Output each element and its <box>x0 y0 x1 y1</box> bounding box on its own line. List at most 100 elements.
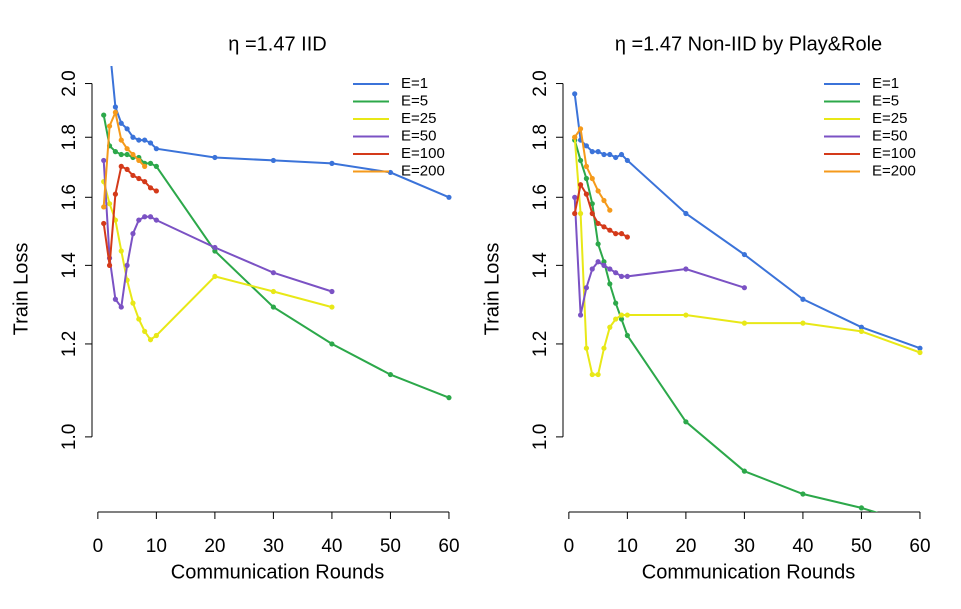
y-tick-label: 1.0 <box>530 424 551 450</box>
y-tick-label: 1.6 <box>530 184 551 210</box>
data-point <box>741 251 748 258</box>
data-point <box>329 160 335 166</box>
data-point <box>147 185 154 191</box>
data-point <box>624 157 630 164</box>
data-point <box>142 328 148 334</box>
data-point <box>147 337 154 343</box>
data-point <box>577 126 584 132</box>
y-axis-label: Train Loss <box>481 243 503 336</box>
y-tick-label: 1.8 <box>59 124 80 150</box>
data-point <box>124 151 130 158</box>
data-point <box>124 126 130 132</box>
data-point <box>577 312 584 318</box>
data-point <box>112 296 119 302</box>
data-point <box>618 231 625 237</box>
data-point <box>130 300 136 306</box>
y-tick-label: 1.4 <box>530 252 551 279</box>
data-point <box>618 312 625 318</box>
data-point <box>917 349 923 356</box>
y-axis-label: Train Loss <box>10 243 32 336</box>
x-tick-label: 40 <box>792 536 813 557</box>
data-point <box>130 172 136 179</box>
data-point <box>917 523 922 528</box>
legend-label: E=25 <box>401 110 436 127</box>
data-point <box>800 320 806 326</box>
data-point <box>130 134 136 140</box>
panel: η =1.47 Non-IID by Play&Role Communicatio… <box>481 33 930 583</box>
data-point <box>106 201 113 207</box>
data-point <box>212 273 218 280</box>
data-point <box>683 266 689 272</box>
data-point <box>683 419 689 425</box>
series-line <box>573 93 921 350</box>
data-point <box>446 194 452 200</box>
data-point <box>136 217 142 223</box>
data-point <box>153 163 159 169</box>
legend-label: E=5 <box>872 92 899 109</box>
data-point <box>270 288 277 295</box>
legend-label: E=1 <box>872 75 899 92</box>
data-point <box>595 220 601 227</box>
x-tick-label: 20 <box>204 536 225 557</box>
data-point <box>595 259 601 265</box>
data-point <box>858 324 865 330</box>
x-tick-label: 10 <box>617 536 638 557</box>
data-point <box>270 304 277 310</box>
data-point <box>683 312 689 318</box>
chart-title: η =1.47 Non-IID by Play&Role <box>615 33 882 55</box>
data-point <box>136 157 142 164</box>
y-tick-label: 1.0 <box>59 424 80 450</box>
data-point <box>112 191 119 197</box>
x-tick-label: 0 <box>564 536 575 557</box>
data-point <box>107 44 112 49</box>
x-axis-label: Communication Rounds <box>171 561 384 583</box>
series-line <box>102 160 333 310</box>
data-point <box>583 143 590 149</box>
data-point <box>118 304 124 310</box>
y-tick-label: 1.2 <box>59 331 80 357</box>
data-point <box>613 300 619 306</box>
data-point <box>101 220 107 227</box>
data-point <box>589 210 595 217</box>
data-point <box>446 395 452 401</box>
data-point <box>101 112 107 118</box>
data-point <box>624 273 630 280</box>
data-point <box>607 281 613 287</box>
y-tick-label: 1.8 <box>530 124 551 150</box>
x-tick-label: 50 <box>851 536 872 557</box>
data-point <box>618 273 625 280</box>
data-point <box>329 341 335 347</box>
panel: η =1.47 IID Communication Rounds Train Los… <box>10 33 459 583</box>
data-point <box>589 371 595 378</box>
data-point <box>607 324 613 330</box>
data-point <box>572 91 578 97</box>
data-point <box>741 320 748 326</box>
data-point <box>153 332 159 339</box>
data-point <box>683 210 689 217</box>
series-line <box>573 182 628 238</box>
legend-label: E=100 <box>401 145 445 162</box>
data-point <box>212 244 218 251</box>
data-point <box>153 188 159 194</box>
data-point <box>147 214 154 220</box>
data-point <box>147 140 154 146</box>
data-point <box>595 149 601 155</box>
data-point <box>212 154 218 161</box>
data-point <box>118 120 124 126</box>
data-point <box>572 134 578 140</box>
data-point <box>124 146 130 152</box>
data-point <box>618 316 625 322</box>
data-point <box>624 312 630 318</box>
data-point <box>583 345 590 351</box>
data-point <box>583 285 590 291</box>
data-point <box>589 201 595 207</box>
data-point <box>601 262 607 268</box>
data-point <box>607 227 613 233</box>
series-line <box>102 181 333 342</box>
x-tick-label: 0 <box>93 536 104 557</box>
y-tick-label: 1.4 <box>59 252 80 279</box>
series-line <box>102 164 157 266</box>
data-point <box>589 266 595 272</box>
data-point <box>142 137 148 143</box>
